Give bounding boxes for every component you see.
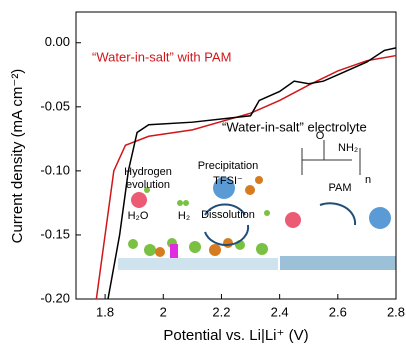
inset-label: NH₂ — [338, 142, 358, 154]
proton — [285, 212, 301, 228]
inset-label: Dissolution — [201, 209, 255, 221]
cycle-arrow — [204, 203, 250, 246]
x-tick-label: 2.6 — [329, 304, 347, 319]
x-tick-label: 2.2 — [212, 304, 230, 319]
inset-label: TFSI⁻ — [213, 175, 243, 187]
line-series — [95, 54, 397, 300]
inset-label: H₂O — [128, 210, 149, 222]
y-tick-label: -0.05 — [40, 98, 70, 113]
inset-label: O — [316, 130, 325, 142]
inset-label: PAM — [328, 182, 351, 194]
x-tick-label: 2.8 — [387, 304, 405, 319]
x-tick-label: 1.8 — [96, 304, 114, 319]
x-tick-label: 2 — [160, 304, 167, 319]
proton — [131, 192, 147, 208]
electrode — [118, 258, 278, 270]
y-tick-label: -0.10 — [40, 162, 70, 177]
inset-label: H₂ — [178, 210, 190, 222]
inset-label: n — [365, 174, 371, 186]
y-axis-label: Current density (mA cm⁻²) — [9, 69, 26, 244]
inset-schematic — [118, 140, 396, 270]
plot-frame — [75, 11, 397, 300]
anion — [213, 177, 235, 199]
pam-structure — [301, 140, 361, 175]
x-axis-label: Potential vs. Li|Li⁺ (V) — [163, 327, 308, 344]
inset-label: evolution — [126, 179, 170, 191]
electrode-coated — [280, 256, 396, 270]
anion — [369, 207, 391, 229]
pam-arrow — [319, 202, 357, 226]
line-series — [107, 47, 397, 300]
particles — [128, 187, 270, 256]
y-tick-label: -0.15 — [40, 226, 70, 241]
series-annotation: “Water-in-salt” with PAM — [92, 49, 231, 64]
x-tick-label: 2.4 — [271, 304, 289, 319]
y-tick-label: -0.20 — [40, 290, 70, 305]
y-tick-label: 0.00 — [45, 34, 70, 49]
inset-label: Hydrogen — [124, 166, 172, 178]
magenta-particle — [170, 244, 178, 258]
series-annotation: “Water-in-salt” electrolyte — [222, 119, 367, 134]
inset-label: Precipitation — [198, 160, 259, 172]
